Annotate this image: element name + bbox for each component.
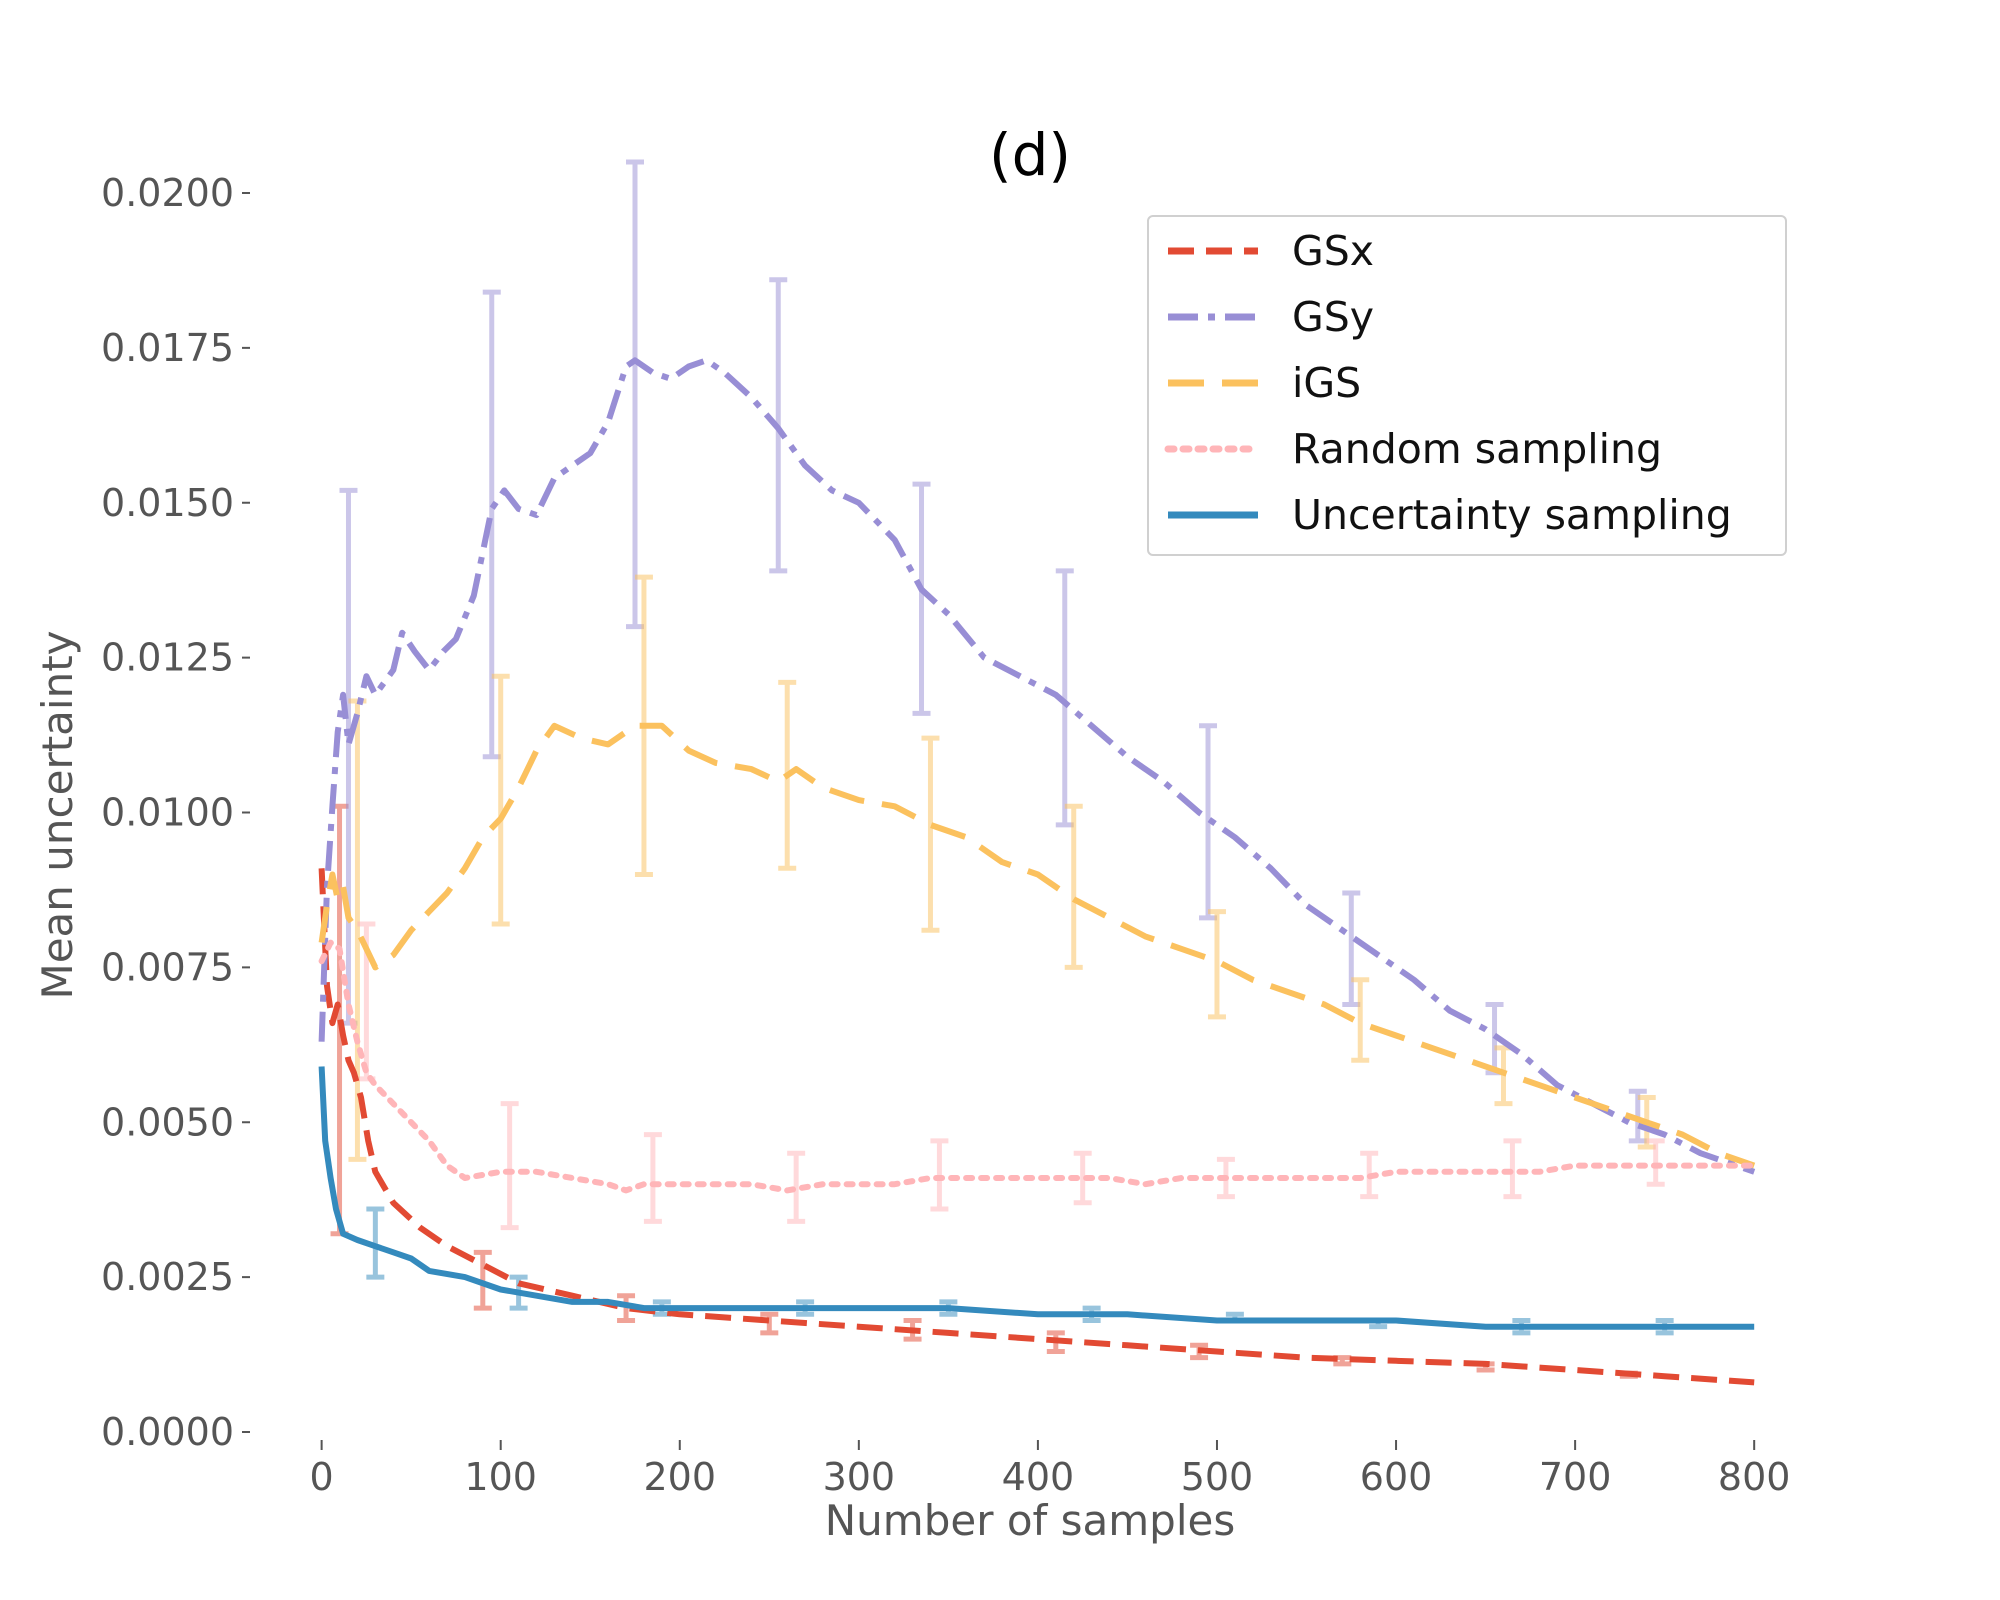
series-line-random-sampling <box>318 939 1758 1194</box>
y-axis-label: Mean uncertainty <box>33 630 82 999</box>
series-lines <box>318 357 1758 1386</box>
y-axis: 0.0000 0.0025 0.0050 0.0075 0.0100 0.0125 0.01… <box>101 171 250 1454</box>
x-tick-label: 500 <box>1181 1455 1254 1499</box>
series-line-uncertainty-sampling <box>318 1066 1755 1330</box>
legend-box <box>1147 215 1787 556</box>
x-axis-label: Number of samples <box>825 1496 1235 1545</box>
error-bar <box>1055 568 1074 828</box>
error-bar <box>912 481 931 716</box>
error-bar <box>1073 1150 1092 1206</box>
error-bar <box>1646 1138 1665 1187</box>
legend-label: Random sampling <box>1292 425 1662 473</box>
error-bar <box>482 289 501 760</box>
y-tick-label: 0.0075 <box>101 945 234 989</box>
x-tick-label: 700 <box>1539 1455 1612 1499</box>
error-bar <box>1342 890 1361 1008</box>
x-tick-label: 400 <box>1002 1455 1075 1499</box>
series-line-gsy <box>318 357 1756 1175</box>
x-axis: 0 100 200 300 400 500 600 700 800 <box>310 1440 1791 1499</box>
x-tick-label: 100 <box>464 1455 537 1499</box>
y-tick-label: 0.0175 <box>101 326 234 370</box>
error-bar <box>787 1150 806 1224</box>
x-tick-label: 200 <box>644 1455 717 1499</box>
y-tick-label: 0.0025 <box>101 1255 234 1299</box>
legend-label: iGS <box>1292 359 1361 407</box>
series-line-gsx <box>318 868 1755 1386</box>
x-tick-label: 0 <box>310 1455 334 1499</box>
y-tick-label: 0.0150 <box>101 481 234 525</box>
legend-label: Uncertainty sampling <box>1292 491 1732 539</box>
legend: GSx GSy iGS Random sampling Uncertainty samp… <box>1147 215 1787 556</box>
chart-title: (d) <box>989 121 1071 189</box>
y-tick-label: 0.0100 <box>101 791 234 835</box>
error-bar <box>500 1101 519 1231</box>
error-bar <box>643 1132 662 1224</box>
y-tick-label: 0.0000 <box>101 1410 234 1454</box>
x-tick-label: 800 <box>1718 1455 1791 1499</box>
x-tick-label: 300 <box>823 1455 896 1499</box>
error-bar <box>760 1311 779 1336</box>
error-bar <box>626 159 644 630</box>
series-line-igs <box>318 722 1756 1169</box>
error-bar <box>1503 1138 1522 1200</box>
x-tick-label: 600 <box>1360 1455 1433 1499</box>
error-bar <box>1351 977 1370 1063</box>
error-bar <box>1064 803 1083 970</box>
error-bar <box>491 673 510 927</box>
y-tick-label: 0.0200 <box>101 171 234 215</box>
error-bar <box>617 1293 636 1323</box>
error-bar <box>1207 909 1226 1020</box>
error-bar <box>921 735 940 933</box>
y-tick-label: 0.0125 <box>101 636 234 680</box>
y-tick-label: 0.0050 <box>101 1100 234 1144</box>
legend-label: GSy <box>1292 293 1374 341</box>
error-bar <box>930 1138 949 1212</box>
legend-label: GSx <box>1292 227 1374 275</box>
